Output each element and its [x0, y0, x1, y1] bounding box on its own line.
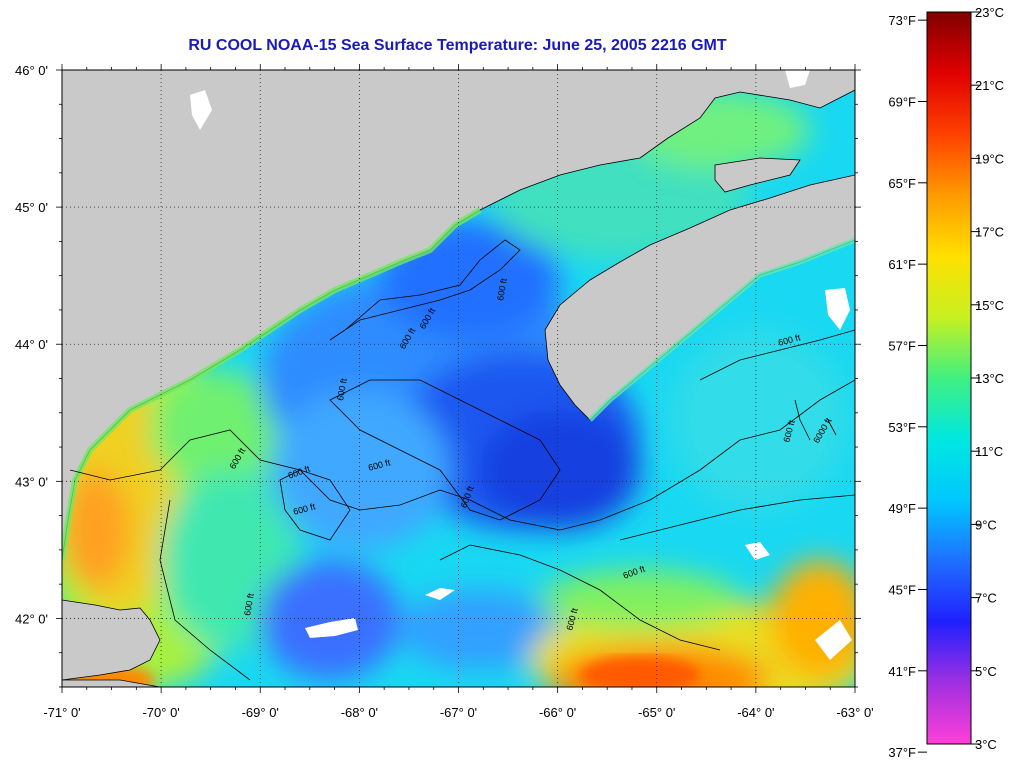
colorbar-c-label: 7°C [975, 591, 997, 606]
contour-label: 600 ft [495, 277, 509, 301]
latitude-label: 42° 0' [15, 611, 48, 626]
colorbar-fahrenheit-labels: 73°F 69°F 65°F 61°F 57°F 53°F 49°F 45°F 41°F 37°F [888, 13, 916, 760]
colorbar-c-label: 5°C [975, 664, 997, 679]
contour-label: 600 ft [335, 377, 349, 401]
colorbar-f-label: 65°F [888, 176, 916, 191]
colorbar-ramp [926, 11, 972, 745]
colorbar-c-label: 11°C [975, 444, 1003, 459]
colorbar-f-label: 45°F [888, 582, 916, 597]
longitude-label: -64° 0' [737, 705, 774, 720]
colorbar-ticks [918, 11, 980, 753]
colorbar-f-label: 57°F [888, 338, 916, 353]
colorbar-f-label: 41°F [888, 664, 916, 679]
bathymetry-contours [69, 239, 855, 681]
longitude-label: -70° 0' [142, 705, 179, 720]
colorbar: 73°F 69°F 65°F 61°F 57°F 53°F 49°F 45°F 41°F 37°F… [888, 5, 1004, 760]
latitude-label: 43° 0' [15, 474, 48, 489]
longitude-label: -71° 0' [43, 705, 80, 720]
colorbar-c-label: 17°C [975, 225, 1004, 240]
longitude-labels: -71° 0' -70° 0' -69° 0' -68° 0' -67° 0' -66° … [43, 705, 873, 720]
colorbar-f-label: 49°F [888, 501, 916, 516]
colorbar-f-label: 69°F [888, 94, 916, 109]
colorbar-c-label: 13°C [975, 371, 1004, 386]
colorbar-c-label: 15°C [975, 298, 1004, 313]
colorbar-f-label: 53°F [888, 420, 916, 435]
longitude-label: -68° 0' [341, 705, 378, 720]
latitude-label: 46° 0' [15, 63, 48, 78]
contour-label: 600 ft [242, 592, 256, 616]
sst-field [62, 90, 855, 687]
colorbar-c-label: 21°C [975, 78, 1004, 93]
colorbar-f-label: 73°F [888, 13, 916, 28]
axis-ticks [56, 64, 861, 693]
longitude-label: -67° 0' [440, 705, 477, 720]
colorbar-c-label: 3°C [975, 737, 997, 752]
cloud-mask [190, 70, 852, 660]
longitude-label: -66° 0' [539, 705, 576, 720]
colorbar-f-label: 61°F [888, 257, 916, 272]
colorbar-f-label: 37°F [888, 745, 916, 760]
longitude-label: -69° 0' [242, 705, 279, 720]
colorbar-celsius-labels: 23°C 21°C 19°C 17°C 15°C 13°C 11°C 9°C 7°C 5°C 3°C [975, 5, 1004, 752]
longitude-label: -65° 0' [638, 705, 675, 720]
longitude-label: -63° 0' [836, 705, 873, 720]
map-title: RU COOL NOAA-15 Sea Surface Temperature:… [188, 37, 727, 54]
latitude-label: 44° 0' [15, 337, 48, 352]
colorbar-c-label: 23°C [975, 5, 1004, 20]
colorbar-c-label: 19°C [975, 151, 1004, 166]
colorbar-c-label: 9°C [975, 517, 997, 532]
latitude-labels: 46° 0' 45° 0' 44° 0' 43° 0' 42° 0' [15, 63, 48, 626]
latitude-label: 45° 0' [15, 200, 48, 215]
graticule [62, 70, 855, 687]
